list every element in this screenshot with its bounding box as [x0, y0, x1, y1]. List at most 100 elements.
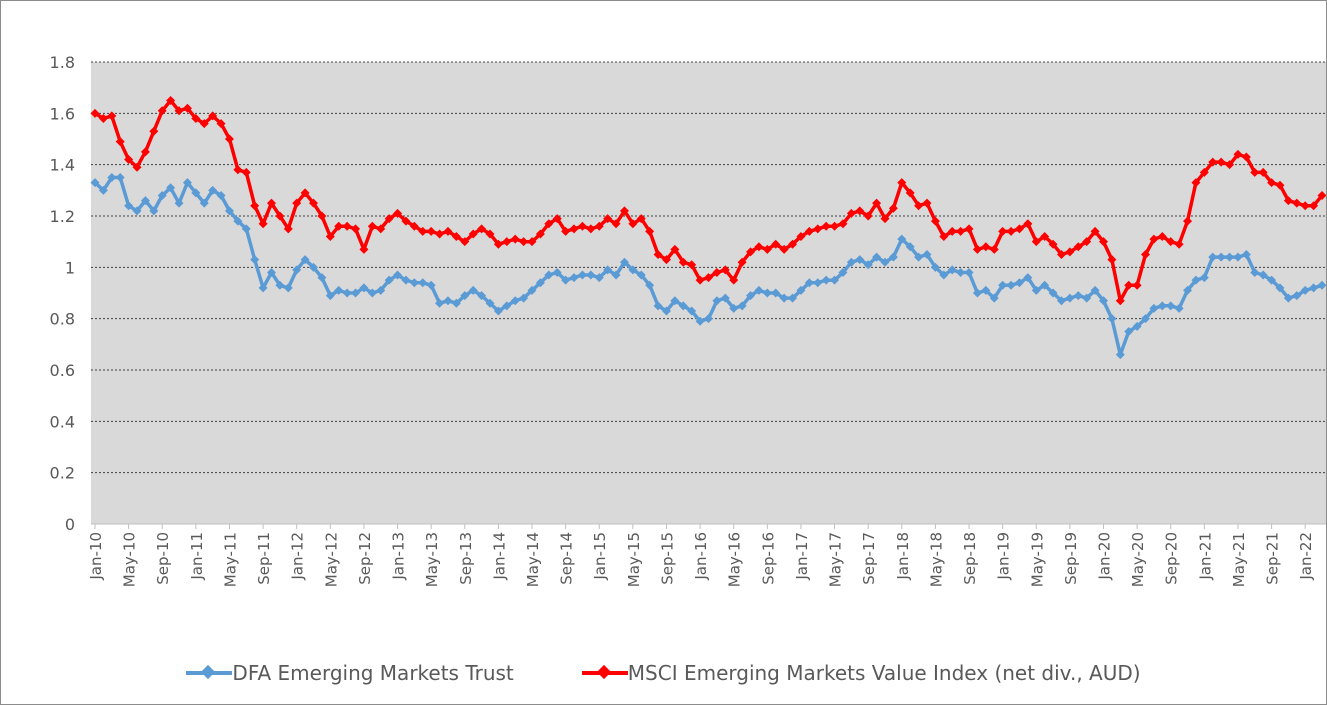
data-point — [872, 252, 882, 262]
data-point — [1300, 285, 1310, 295]
data-point — [1317, 280, 1326, 290]
data-point — [1258, 167, 1268, 177]
x-tick-label: Jan-10 — [87, 532, 105, 581]
data-point — [1157, 301, 1167, 311]
data-point — [224, 206, 234, 216]
y-tick-label: 1.6 — [50, 104, 75, 123]
data-point — [1065, 293, 1075, 303]
data-point — [561, 226, 571, 236]
data-point — [149, 206, 159, 216]
data-point — [107, 173, 117, 182]
data-point — [989, 293, 999, 303]
data-point — [729, 275, 739, 285]
y-tick-label: 1.2 — [50, 207, 75, 226]
data-point — [947, 265, 957, 275]
data-point — [1048, 288, 1058, 298]
data-point — [174, 106, 184, 116]
data-point — [477, 291, 487, 301]
data-point — [1014, 278, 1024, 288]
data-point — [292, 198, 302, 208]
data-point — [1149, 303, 1159, 313]
data-point — [115, 137, 125, 147]
data-point — [989, 244, 999, 254]
data-point — [846, 257, 856, 267]
data-point — [451, 232, 461, 242]
data-point — [1090, 285, 1100, 295]
data-point — [720, 293, 730, 303]
data-point — [821, 275, 831, 285]
data-point — [233, 165, 243, 175]
data-point — [317, 273, 327, 283]
data-point — [90, 178, 100, 188]
data-point — [1149, 234, 1159, 244]
data-point — [804, 278, 814, 288]
data-point — [981, 242, 991, 252]
data-point — [771, 239, 781, 249]
x-tick-label: Jan-21 — [1196, 532, 1214, 581]
data-point — [418, 226, 428, 236]
data-point — [972, 288, 982, 298]
data-point — [258, 283, 268, 293]
data-point — [1124, 280, 1134, 290]
data-point — [1141, 314, 1151, 324]
data-point — [720, 265, 730, 275]
x-tick-label: Sep-16 — [759, 532, 777, 585]
data-point — [855, 206, 865, 216]
legend-swatch-msci — [581, 663, 628, 683]
data-point — [140, 196, 150, 206]
x-tick-label: Sep-19 — [1062, 532, 1080, 585]
data-point — [149, 126, 159, 136]
data-point — [493, 239, 503, 249]
data-point — [519, 237, 529, 247]
data-point — [502, 237, 512, 247]
data-point — [998, 280, 1008, 290]
data-point — [972, 244, 982, 254]
data-point — [317, 211, 327, 221]
data-point — [569, 224, 579, 234]
data-point — [712, 267, 722, 277]
data-point — [754, 242, 764, 252]
data-point — [359, 244, 369, 254]
data-point — [762, 288, 772, 298]
x-tick-label: May-13 — [423, 532, 441, 587]
x-tick-label: Jan-11 — [188, 532, 206, 581]
data-point — [905, 242, 915, 252]
data-point — [1107, 314, 1117, 324]
data-point — [426, 280, 436, 290]
data-point — [166, 96, 176, 105]
data-point — [577, 270, 587, 280]
data-point — [98, 185, 108, 195]
data-point — [737, 257, 747, 267]
x-tick-label: Jan-13 — [390, 532, 408, 581]
data-point — [804, 226, 814, 236]
data-point — [451, 298, 461, 308]
legend-swatch-dfa — [186, 663, 233, 683]
x-tick-label: May-10 — [121, 532, 139, 587]
x-tick-label: May-18 — [927, 532, 945, 587]
data-point — [393, 270, 403, 280]
data-point — [704, 273, 713, 283]
x-tick-label: May-20 — [1129, 532, 1147, 587]
series-layer — [90, 96, 1326, 360]
data-point — [569, 273, 579, 283]
data-point — [577, 221, 587, 231]
x-tick-label: Sep-11 — [255, 532, 273, 585]
data-point — [1023, 273, 1033, 283]
data-point — [485, 298, 495, 308]
data-point — [922, 250, 932, 259]
data-point — [233, 216, 243, 226]
data-point — [351, 224, 361, 234]
data-point — [956, 267, 966, 277]
data-point — [510, 296, 520, 306]
y-tick-label: 1.8 — [50, 53, 75, 72]
legend-label-dfa: DFA Emerging Markets Trust — [232, 661, 514, 685]
data-point — [695, 275, 705, 285]
data-point — [552, 214, 562, 224]
data-point — [443, 226, 453, 236]
data-point — [813, 224, 823, 234]
data-point — [1275, 283, 1285, 293]
data-point — [704, 314, 713, 324]
data-point — [1309, 283, 1319, 293]
data-point — [594, 273, 604, 283]
data-point — [435, 298, 445, 308]
